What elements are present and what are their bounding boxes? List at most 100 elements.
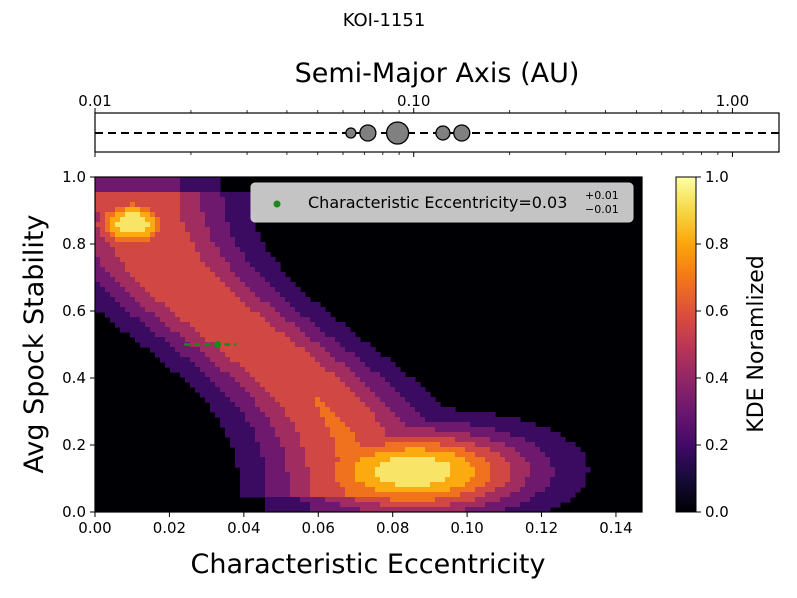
kde-cell	[475, 432, 481, 438]
kde-cell	[520, 487, 526, 493]
kde-cell	[150, 242, 156, 248]
kde-cell	[470, 472, 476, 478]
kde-cell	[285, 387, 291, 393]
kde-cell	[565, 467, 571, 473]
kde-cell	[355, 347, 361, 353]
kde-cell	[295, 417, 301, 423]
kde-cell	[230, 442, 236, 448]
kde-cell	[125, 297, 131, 303]
kde-cell	[335, 382, 341, 388]
kde-cell	[265, 287, 271, 293]
kde-cell	[155, 287, 161, 293]
kde-cell	[120, 272, 126, 278]
kde-cell	[360, 387, 366, 393]
kde-cell	[265, 437, 271, 443]
kde-cell	[310, 327, 316, 333]
kde-cell	[245, 262, 251, 268]
kde-cell	[225, 237, 231, 243]
kde-cell	[510, 497, 516, 503]
kde-cell	[340, 382, 346, 388]
kde-cell	[180, 292, 186, 298]
kde-cell	[360, 442, 366, 448]
kde-cell	[230, 287, 236, 293]
kde-cell	[105, 197, 111, 203]
kde-cell	[180, 222, 186, 228]
kde-cell	[250, 247, 256, 253]
kde-cell	[335, 507, 341, 512]
kde-cell	[365, 402, 371, 408]
kde-cell	[245, 297, 251, 303]
kde-cell	[240, 192, 246, 198]
kde-cell	[135, 212, 141, 218]
kde-cell	[405, 487, 411, 493]
kde-cell	[330, 482, 336, 488]
kde-cell	[285, 397, 291, 403]
kde-cell	[285, 442, 291, 448]
kde-cell	[435, 422, 441, 428]
kde-cell	[200, 277, 206, 283]
kde-cell	[380, 502, 386, 508]
kde-cell	[170, 362, 176, 368]
kde-cell	[400, 452, 406, 458]
kde-cell	[210, 317, 216, 323]
kde-cell	[550, 437, 556, 443]
kde-cell	[520, 507, 526, 512]
kde-cell	[345, 472, 351, 478]
kde-cell	[165, 227, 171, 233]
kde-cell	[265, 252, 271, 258]
kde-cell	[575, 467, 581, 473]
kde-cell	[225, 432, 231, 438]
kde-cell	[225, 292, 231, 298]
kde-cell	[330, 327, 336, 333]
kde-cell	[240, 397, 246, 403]
kde-cell	[175, 192, 181, 198]
kde-cell	[395, 442, 401, 448]
kde-cell	[530, 447, 536, 453]
kde-cell	[265, 302, 271, 308]
kde-cell	[260, 367, 266, 373]
kde-cell	[305, 382, 311, 388]
kde-cell	[130, 237, 136, 243]
kde-cell	[555, 462, 561, 468]
kde-cell	[195, 232, 201, 238]
kde-cell	[385, 497, 391, 503]
kde-cell	[305, 342, 311, 348]
kde-cell	[160, 267, 166, 273]
kde-cell	[330, 347, 336, 353]
kde-cell	[250, 282, 256, 288]
kde-cell	[240, 302, 246, 308]
kde-cell	[510, 507, 516, 512]
kde-cell	[565, 492, 571, 498]
kde-cell	[245, 332, 251, 338]
kde-cell	[280, 507, 286, 512]
kde-cell	[415, 472, 421, 478]
kde-cell	[315, 492, 321, 498]
kde-cell	[220, 402, 226, 408]
kde-cell	[290, 292, 296, 298]
kde-cell	[305, 362, 311, 368]
kde-cell	[195, 362, 201, 368]
kde-cell	[340, 377, 346, 383]
kde-cell	[430, 507, 436, 512]
kde-cell	[195, 307, 201, 313]
kde-cell	[535, 487, 541, 493]
kde-cell	[150, 277, 156, 283]
kde-cell	[210, 247, 216, 253]
kde-cell	[440, 482, 446, 488]
kde-cell	[275, 497, 281, 503]
kde-cell	[145, 202, 151, 208]
kde-cell	[200, 337, 206, 343]
kde-cell	[400, 377, 406, 383]
kde-cell	[385, 357, 391, 363]
kde-cell	[445, 432, 451, 438]
kde-cell	[450, 452, 456, 458]
kde-cell	[240, 377, 246, 383]
kde-cell	[380, 497, 386, 503]
kde-cell	[375, 432, 381, 438]
kde-cell	[95, 192, 101, 198]
kde-cell	[210, 217, 216, 223]
kde-cell	[220, 392, 226, 398]
kde-cell	[230, 307, 236, 313]
kde-cell	[235, 342, 241, 348]
